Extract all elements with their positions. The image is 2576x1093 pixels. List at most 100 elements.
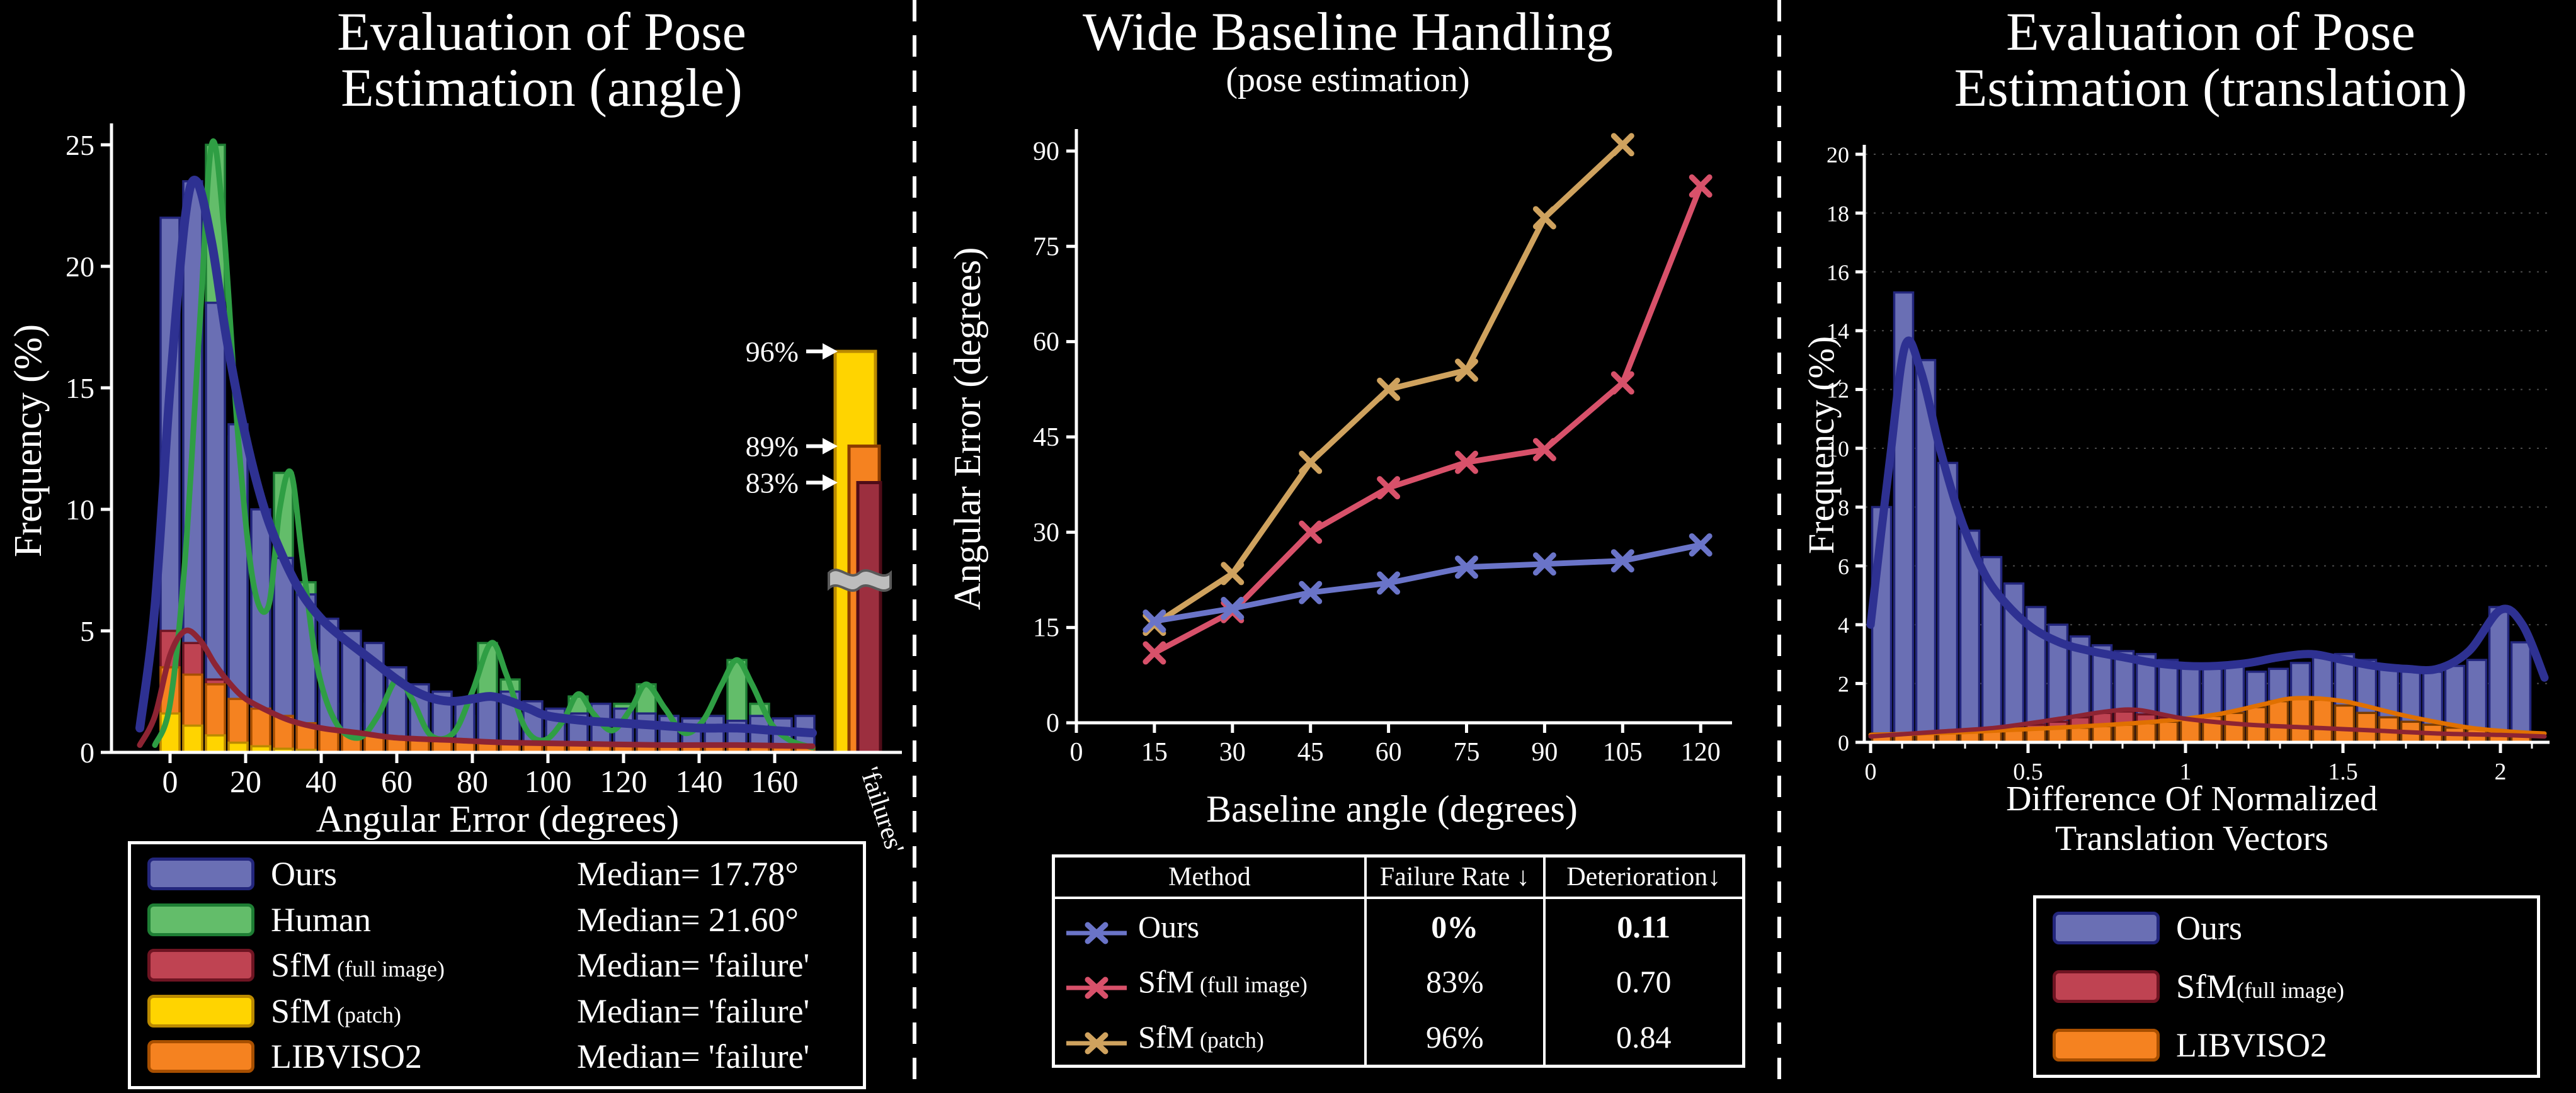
- legend-label: Ours: [271, 855, 337, 893]
- svg-text:0: 0: [162, 764, 178, 799]
- table-row-method-ours: Ours: [1055, 899, 1364, 954]
- table-cell-deterioration: 0.84: [1542, 1009, 1742, 1065]
- svg-text:4: 4: [1838, 613, 1849, 638]
- svg-text:20: 20: [66, 251, 94, 283]
- libviso2-swatch: [2053, 1029, 2160, 1062]
- panel3-title-line1: Evaluation of Pose: [2006, 1, 2415, 62]
- legend-row-sfm-full: SfM(full image): [2053, 967, 2531, 1006]
- svg-text:6: 6: [1838, 554, 1849, 579]
- panel3-title: Evaluation of Pose Estimation (translati…: [1820, 1, 2576, 116]
- svg-text:30: 30: [1033, 518, 1059, 547]
- legend-label: SfM (full image): [271, 946, 445, 984]
- panel2-xlabel: Baseline angle (degrees): [1206, 788, 1578, 830]
- svg-text:8: 8: [1838, 495, 1849, 520]
- svg-text:105: 105: [1603, 738, 1643, 767]
- table-header-deterioration: Deterioration↓: [1542, 858, 1742, 899]
- svg-text:75: 75: [1033, 232, 1059, 261]
- svg-text:20: 20: [230, 764, 261, 799]
- ours-swatch: [2053, 912, 2160, 944]
- legend-row-ours: Ours: [2053, 909, 2531, 948]
- human-swatch: [147, 903, 254, 936]
- table-cell-failure-rate: 83%: [1364, 954, 1543, 1010]
- svg-text:2: 2: [2495, 759, 2507, 785]
- panel1-title-line2: Estimation (angle): [341, 57, 743, 118]
- panel3-ylabel: Frequency (%): [1801, 336, 1842, 555]
- legend-median: Median= 'failure': [577, 1038, 810, 1075]
- panel-separator-2: [1777, 0, 1781, 1093]
- svg-text:30: 30: [1219, 738, 1246, 767]
- svg-text:45: 45: [1297, 738, 1324, 767]
- baseline-line-chart: 0 15 30 45 60 75 90 0 15 30 45 60 75 90 105 120: [1033, 129, 1732, 767]
- legend-row-libviso2: LIBVISO2 Median= 'failure': [147, 1037, 857, 1076]
- svg-text:75: 75: [1454, 738, 1480, 767]
- table-row-method-sfm-patch: SfM (patch): [1055, 1009, 1364, 1065]
- legend-label: SfM (patch): [271, 992, 401, 1030]
- svg-text:15: 15: [1141, 738, 1168, 767]
- svg-text:120: 120: [600, 764, 647, 799]
- translation-histogram: 0 2 4 6 8 10 12 14 16 18 20 0 0.5 1 1.5 2: [1827, 142, 2550, 785]
- svg-text:0: 0: [80, 737, 94, 769]
- table-cell-deterioration: 0.11: [1542, 899, 1742, 954]
- panel3-legend: Ours SfM(full image) LIBVISO2: [2033, 895, 2540, 1078]
- libviso2-swatch: [147, 1040, 254, 1073]
- svg-text:45: 45: [1033, 423, 1059, 452]
- panel-separator-1: [913, 0, 916, 1093]
- legend-median: Median= 'failure': [577, 992, 810, 1030]
- svg-text:60: 60: [1033, 328, 1059, 357]
- legend-row-sfm-patch: SfM (patch) Median= 'failure': [147, 992, 857, 1031]
- ours-swatch: [147, 858, 254, 890]
- svg-text:0: 0: [1070, 738, 1083, 767]
- legend-label: LIBVISO2: [271, 1038, 422, 1075]
- sfm-patch-swatch: [147, 994, 254, 1028]
- panel2-title: Wide Baseline Handling (pose estimation): [932, 1, 1764, 100]
- svg-text:10: 10: [1827, 436, 1849, 462]
- svg-text:89%: 89%: [746, 431, 799, 463]
- panel2-subtitle: (pose estimation): [1226, 60, 1470, 100]
- svg-text:0: 0: [1838, 730, 1849, 756]
- sfm-full-swatch: [147, 949, 254, 982]
- line-marker-icon: [1065, 970, 1128, 999]
- table-cell-failure-rate: 0%: [1364, 899, 1543, 954]
- svg-text:160: 160: [751, 764, 799, 799]
- legend-median: Median= 21.60°: [577, 900, 799, 939]
- panel2-title-text: Wide Baseline Handling: [1083, 1, 1613, 62]
- svg-text:90: 90: [1531, 738, 1558, 767]
- table-header-method: Method: [1055, 858, 1364, 899]
- svg-text:2: 2: [1838, 672, 1849, 697]
- svg-text:10: 10: [66, 494, 94, 526]
- panel1-ylabel: Frequency (%): [7, 324, 50, 558]
- svg-text:0: 0: [1046, 709, 1059, 738]
- angle-histogram: 96% 89% 83% 0 5 10 15 20 25 0 20 40 60 80 100 120 140 160…: [66, 123, 909, 857]
- svg-text:14: 14: [1827, 319, 1849, 344]
- table-cell-deterioration: 0.70: [1542, 954, 1742, 1010]
- panel1-title: Evaluation of Pose Estimation (angle): [101, 1, 983, 118]
- svg-text:90: 90: [1033, 137, 1059, 166]
- svg-text:83%: 83%: [746, 467, 799, 499]
- svg-text:20: 20: [1827, 142, 1849, 167]
- results-table: Method Failure Rate ↓ Deterioration↓ Our…: [1052, 854, 1745, 1068]
- svg-text:120: 120: [1681, 738, 1721, 767]
- legend-row-ours: Ours Median= 17.78°: [147, 854, 857, 893]
- svg-text:5: 5: [80, 615, 94, 647]
- table-header-failure-rate: Failure Rate ↓: [1364, 858, 1543, 899]
- legend-row-libviso2: LIBVISO2: [2053, 1026, 2531, 1065]
- table-row-method-sfm-full: SfM (full image): [1055, 954, 1364, 1010]
- svg-text:16: 16: [1827, 260, 1849, 285]
- svg-text:0: 0: [1865, 759, 1877, 785]
- legend-row-sfm-full: SfM (full image) Median= 'failure': [147, 946, 857, 985]
- panel1-xlabel: Angular Error (degrees): [316, 798, 680, 840]
- panel1-title-line1: Evaluation of Pose: [337, 1, 746, 62]
- panel3-xlabel: Difference Of Normalized Translation Vec…: [2006, 779, 2378, 858]
- panel1-legend: Ours Median= 17.78° Human Median= 21.60°…: [128, 841, 866, 1089]
- svg-text:40: 40: [305, 764, 337, 799]
- svg-text:60: 60: [381, 764, 413, 799]
- svg-text:15: 15: [1033, 614, 1059, 643]
- line-marker-icon: [1065, 1026, 1128, 1055]
- svg-text:25: 25: [66, 129, 94, 161]
- panel2-ylabel: Angular Error (degrees): [947, 247, 988, 611]
- sfm-full-swatch: [2053, 970, 2160, 1003]
- svg-text:1: 1: [2180, 759, 2192, 785]
- svg-text:15: 15: [66, 372, 94, 404]
